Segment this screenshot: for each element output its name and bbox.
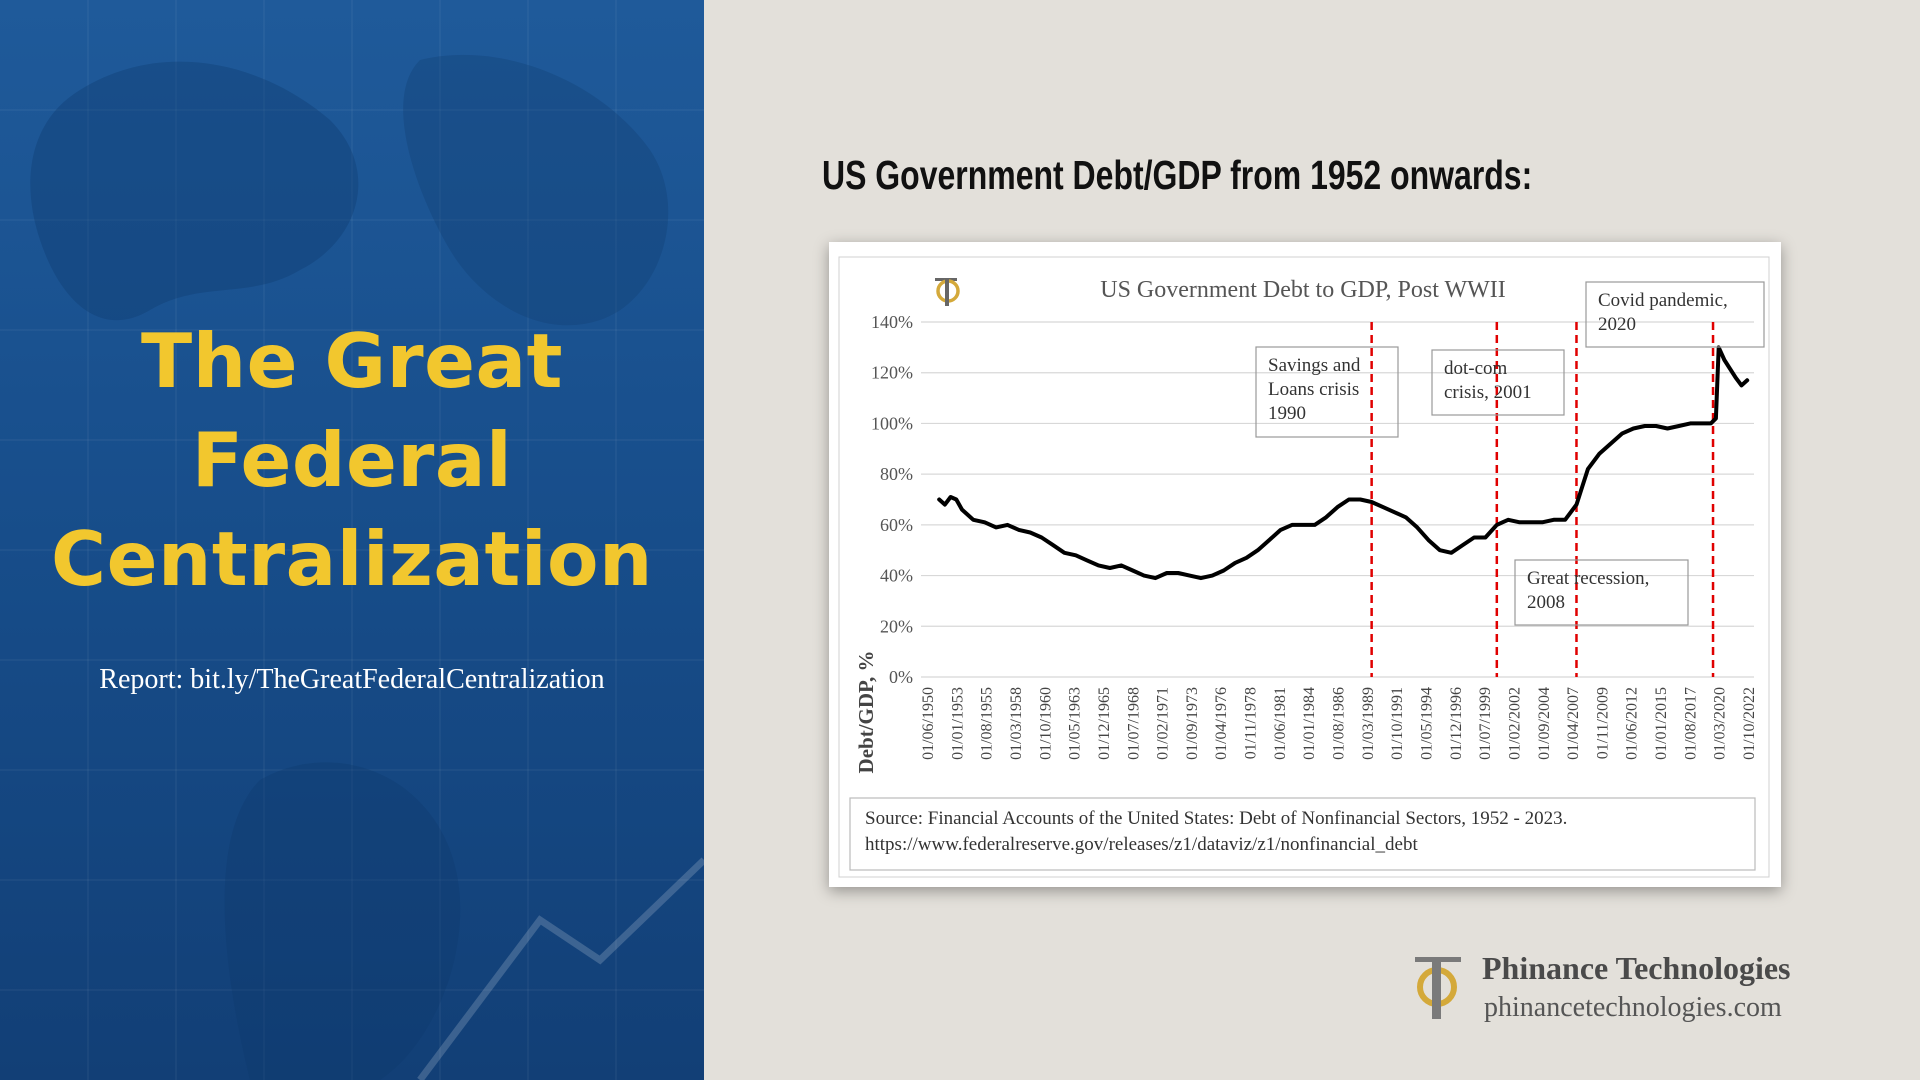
chart-title: US Government Debt to GDP, Post WWII — [1100, 277, 1506, 303]
annotation-text: 2008 — [1527, 592, 1565, 613]
x-tick-label: 01/03/1989 — [1360, 687, 1377, 760]
x-tick-label: 01/10/1960 — [1037, 687, 1054, 760]
phinance-logo-icon — [1415, 957, 1461, 1019]
x-tick-label: 01/02/1971 — [1155, 687, 1172, 760]
x-tick-label: 01/11/1978 — [1243, 687, 1260, 759]
main-title-line: Federal — [191, 416, 513, 504]
x-tick-label: 01/06/2012 — [1624, 687, 1641, 760]
debt-gdp-line — [937, 345, 1750, 581]
y-tick-label: 20% — [880, 616, 913, 636]
x-tick-label: 01/04/2007 — [1565, 687, 1582, 760]
x-tick-label: 01/03/2020 — [1712, 687, 1729, 760]
x-tick-label: 01/06/1950 — [920, 687, 937, 760]
y-tick-label: 80% — [880, 464, 913, 484]
x-tick-label: 01/05/1963 — [1067, 687, 1084, 760]
x-tick-label: 01/04/1976 — [1213, 687, 1230, 760]
x-tick-label: 01/12/1996 — [1448, 687, 1465, 760]
x-tick-label: 01/01/1984 — [1301, 687, 1318, 760]
trend-arrow-shape — [417, 857, 704, 1080]
y-tick-label: 140% — [871, 312, 913, 332]
y-axis-label: Debt/GDP, % — [854, 651, 878, 774]
x-tick-label: 01/07/1999 — [1477, 687, 1494, 760]
annotation-box — [1431, 349, 1565, 416]
x-tick-label: 01/10/2022 — [1741, 687, 1758, 760]
report-link[interactable]: Report: bit.ly/TheGreatFederalCentraliza… — [99, 664, 605, 695]
annotation-text: Covid pandemic, — [1598, 290, 1728, 311]
annotation-text: 2020 — [1598, 314, 1636, 335]
x-tick-label: 01/08/2017 — [1682, 687, 1699, 760]
annotation-text: Savings and — [1268, 355, 1361, 376]
annotation-text: Loans crisis — [1268, 379, 1359, 400]
map-landmass-shape — [30, 61, 359, 321]
y-tick-label: 0% — [889, 667, 913, 687]
y-tick-label: 120% — [871, 363, 913, 383]
y-tick-label: 40% — [880, 566, 913, 586]
annotation-box — [1585, 281, 1765, 348]
background-grid — [0, 0, 704, 1080]
x-tick-label: 01/08/1955 — [979, 687, 996, 760]
map-landmass-shape — [224, 762, 461, 1080]
annotation-box — [1255, 346, 1399, 438]
chart-logo-icon — [935, 278, 960, 306]
annotation-text: 1990 — [1268, 403, 1306, 424]
x-tick-label: 01/12/1965 — [1096, 687, 1113, 760]
annotation-box — [1514, 559, 1689, 626]
annotation-text: Great recession, — [1527, 568, 1649, 589]
main-title-line: Centralization — [51, 515, 653, 603]
x-tick-label: 01/09/2004 — [1536, 687, 1553, 760]
debt-gdp-chart: US Government Debt to GDP, Post WWII Deb… — [838, 256, 1770, 878]
annotation-text: dot-com — [1444, 358, 1508, 379]
x-tick-label: 01/08/1986 — [1331, 687, 1348, 760]
brand-url[interactable]: phinancetechnologies.com — [1484, 992, 1782, 1023]
y-tick-label: 60% — [880, 515, 913, 535]
x-tick-label: 01/11/2009 — [1594, 687, 1611, 759]
x-tick-label: 01/01/2015 — [1653, 687, 1670, 760]
source-url: https://www.federalreserve.gov/releases/… — [865, 834, 1418, 855]
source-line: Source: Financial Accounts of the United… — [865, 808, 1567, 829]
main-title: The Great Federal Centralization — [0, 312, 704, 609]
x-tick-label: 01/06/1981 — [1272, 687, 1289, 760]
brand-name: Phinance Technologies — [1482, 950, 1791, 986]
chart-heading: US Government Debt/GDP from 1952 onwards… — [822, 152, 1533, 198]
left-panel: The Great Federal Centralization Report:… — [0, 0, 704, 1080]
x-tick-label: 01/01/1953 — [949, 687, 966, 760]
x-tick-label: 01/09/1973 — [1184, 687, 1201, 760]
x-tick-label: 01/02/2002 — [1506, 687, 1523, 760]
x-tick-label: 01/05/1994 — [1418, 687, 1435, 760]
chart-card: US Government Debt to GDP, Post WWII Deb… — [829, 242, 1781, 887]
annotation-text: crisis, 2001 — [1444, 382, 1532, 403]
y-tick-label: 100% — [871, 413, 913, 433]
source-box — [849, 797, 1756, 871]
chart-inner-border — [838, 256, 1770, 878]
x-tick-label: 01/10/1991 — [1389, 687, 1406, 760]
main-title-line: The Great — [141, 317, 563, 405]
map-landmass-shape — [403, 54, 669, 326]
x-tick-label: 01/03/1958 — [1008, 687, 1025, 760]
x-tick-label: 01/07/1968 — [1125, 687, 1142, 760]
